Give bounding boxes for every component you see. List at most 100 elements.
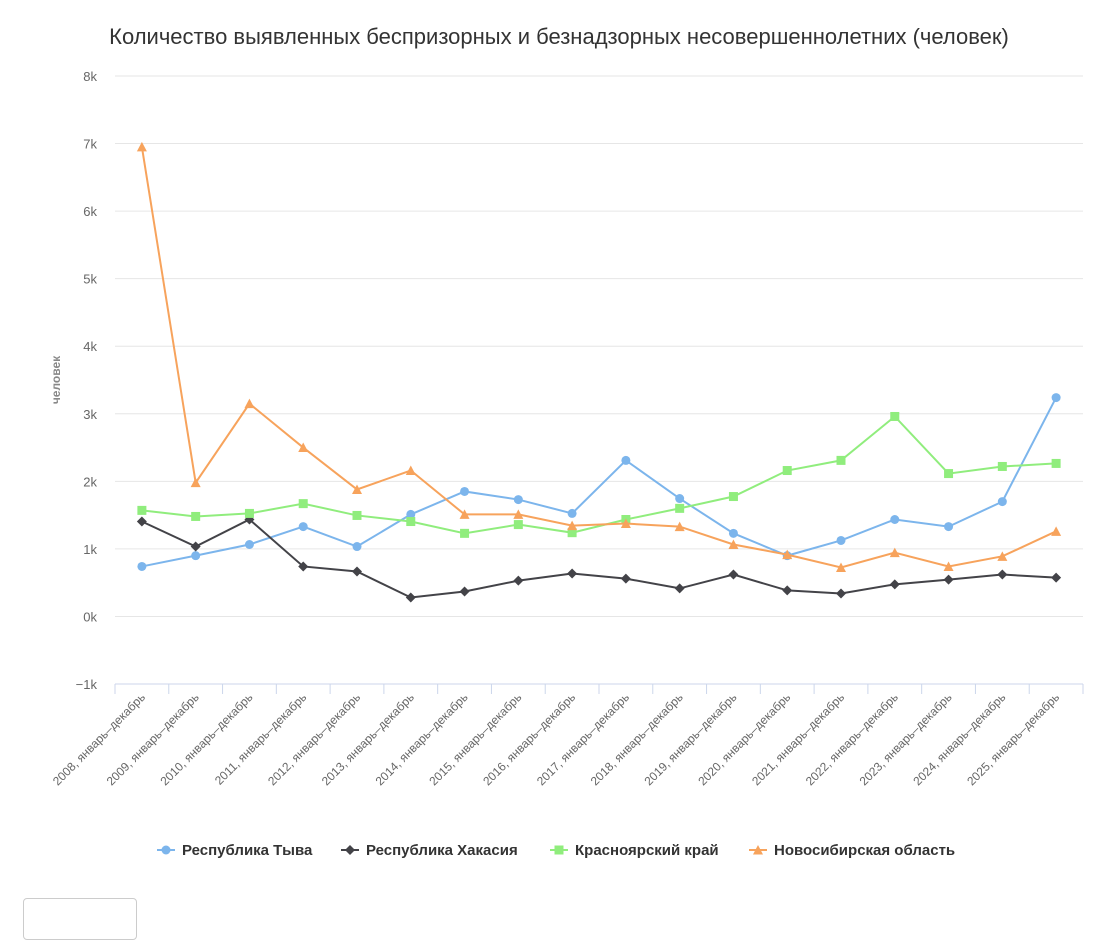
data-point: [567, 520, 578, 531]
legend-label: Красноярский край: [575, 842, 719, 859]
series-line: [140, 146, 1057, 569]
x-tick-label: 2009, январь–декабрь: [104, 690, 202, 788]
data-point: [298, 522, 308, 532]
data-point: [513, 509, 524, 519]
chart-title: Количество выявленных беспризорных и без…: [109, 24, 1009, 49]
line-chart: Количество выявленных беспризорных и без…: [49, 24, 1084, 859]
data-point: [728, 569, 739, 580]
data-point: [890, 411, 900, 421]
x-tick-label: 2020, январь–декабрь: [695, 690, 793, 788]
series-0: [137, 393, 1061, 571]
data-point: [1051, 526, 1062, 536]
data-point: [298, 561, 309, 572]
data-point: [889, 547, 900, 558]
data-point: [997, 569, 1008, 580]
data-point: [997, 461, 1007, 471]
legend-item[interactable]: Красноярский край: [550, 842, 719, 859]
y-tick-label: 4k: [83, 339, 97, 354]
x-tick-label: 2010, январь–декабрь: [158, 690, 256, 788]
x-tick-label: 2017, январь–декабрь: [534, 690, 632, 788]
data-point: [352, 566, 362, 577]
data-point: [460, 528, 470, 538]
y-tick-label: 3k: [83, 407, 97, 422]
x-tick-label: 2018, январь–декабрь: [588, 690, 686, 788]
data-point: [406, 517, 416, 527]
data-point: [782, 466, 792, 476]
data-point: [459, 586, 470, 597]
data-point: [406, 509, 416, 519]
data-point: [137, 505, 147, 515]
data-point: [460, 486, 470, 496]
series-2: [137, 411, 1061, 538]
data-point: [136, 516, 147, 527]
data-point: [459, 509, 470, 519]
x-tick-label: 2023, январь–декабрь: [857, 690, 955, 788]
legend-marker-icon: [161, 845, 171, 855]
series-1: [136, 514, 1062, 603]
data-point: [1051, 393, 1061, 403]
data-point: [728, 539, 739, 549]
data-point: [567, 508, 577, 518]
data-point: [244, 508, 254, 518]
x-tick-label: 2016, январь–декабрь: [480, 690, 578, 788]
data-point: [836, 588, 846, 599]
data-point: [352, 484, 362, 494]
data-point: [405, 465, 416, 476]
x-tick-label: 2014, январь–декабрь: [373, 690, 471, 788]
menu-button[interactable]: [23, 898, 137, 940]
x-tick-label: 2011, январь–декабрь: [212, 690, 309, 787]
data-point: [675, 494, 685, 504]
data-point: [513, 495, 523, 505]
x-tick-label: 2024, январь–декабрь: [910, 690, 1008, 788]
legend-marker-icon: [554, 845, 564, 855]
y-tick-label: 2k: [83, 474, 97, 489]
x-tick-label: 2022, январь–декабрь: [803, 690, 901, 788]
legend-item[interactable]: Новосибирская область: [749, 842, 955, 859]
data-point: [567, 568, 578, 579]
data-point: [836, 535, 846, 545]
data-point: [890, 515, 900, 525]
x-tick-label: 2008, январь–декабрь: [50, 690, 148, 788]
data-point: [190, 541, 201, 552]
data-point: [782, 549, 793, 560]
data-point: [513, 575, 524, 586]
data-point: [674, 521, 685, 532]
y-tick-label: 1k: [83, 542, 97, 557]
data-point: [997, 551, 1008, 561]
y-tick-label: 6k: [83, 204, 97, 219]
data-point: [944, 469, 954, 479]
data-point: [191, 511, 201, 521]
legend-marker-icon: [345, 845, 355, 855]
series-line: [141, 397, 1057, 568]
x-tick-label: 2015, январь–декабрь: [426, 690, 524, 788]
series-line: [141, 415, 1057, 535]
data-point: [190, 477, 201, 488]
data-point: [1051, 572, 1062, 583]
data-point: [244, 398, 255, 409]
data-point: [836, 562, 846, 572]
x-tick-label: 2021, январь–декабрь: [749, 690, 847, 788]
legend-label: Новосибирская область: [774, 842, 955, 859]
data-point: [137, 561, 147, 571]
data-point: [136, 141, 147, 152]
data-point: [943, 561, 954, 571]
y-tick-label: 7k: [83, 137, 97, 152]
data-point: [782, 585, 793, 596]
legend-item[interactable]: Республика Хакасия: [341, 842, 518, 859]
x-tick-label: 2025, январь–декабрь: [964, 690, 1062, 788]
data-point: [298, 499, 308, 509]
data-point: [620, 518, 631, 529]
data-point: [997, 497, 1007, 507]
data-point: [728, 528, 738, 538]
data-point: [567, 528, 577, 538]
data-point: [728, 492, 738, 502]
y-tick-label: 8k: [83, 69, 97, 84]
data-point: [620, 573, 631, 584]
legend-item[interactable]: Республика Тыва: [157, 842, 313, 859]
data-point: [621, 455, 631, 465]
series-line: [141, 518, 1057, 599]
legend-label: Республика Хакасия: [366, 842, 518, 859]
data-point: [513, 520, 523, 530]
data-point: [405, 592, 416, 603]
data-point: [1051, 458, 1061, 468]
